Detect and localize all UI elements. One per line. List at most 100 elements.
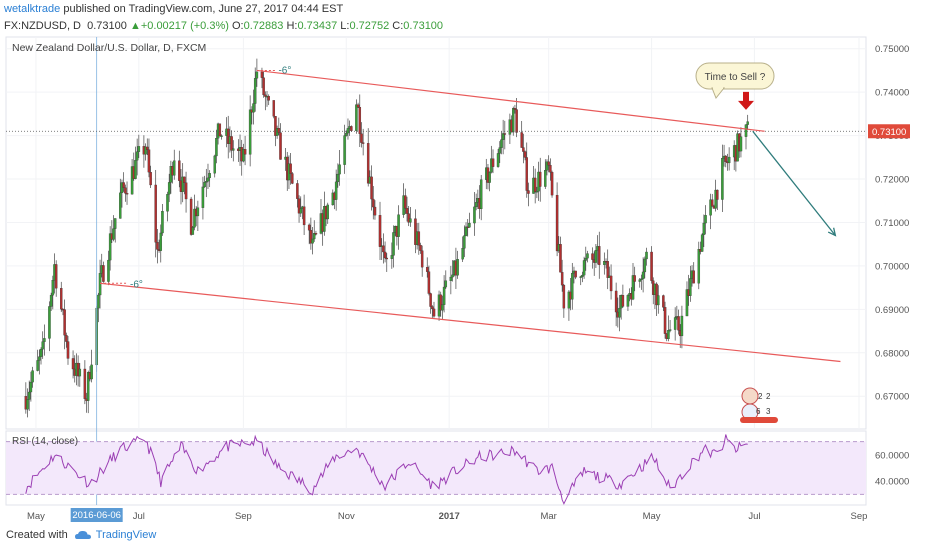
candle-body <box>326 204 329 220</box>
candle-body <box>49 294 53 307</box>
candle-body <box>584 257 588 261</box>
candle-body <box>614 290 618 313</box>
candle-body <box>360 133 363 143</box>
candle-body <box>491 158 495 167</box>
candle-body <box>181 176 184 192</box>
candle-body <box>274 116 277 136</box>
candle-body <box>299 208 302 214</box>
candle-body <box>252 103 255 113</box>
close-label: C: <box>392 20 404 32</box>
candle-body <box>307 224 311 231</box>
candle-body <box>372 198 375 208</box>
rsi-tick-label: 60.0000 <box>875 450 909 461</box>
candle-body <box>255 71 259 79</box>
candle-body <box>146 146 149 150</box>
high-label: H: <box>286 20 298 32</box>
candle-body <box>134 160 137 179</box>
candle-body <box>51 280 55 296</box>
candle-body <box>606 261 609 278</box>
forecast-arrowhead <box>827 227 837 237</box>
candle-body <box>113 218 117 229</box>
time-tick-label: Mar <box>540 511 556 522</box>
price-tick-label: 0.68000 <box>875 348 909 359</box>
candle-body <box>550 172 554 196</box>
candle-body <box>574 270 577 278</box>
candle-body <box>338 164 341 175</box>
candle-body <box>98 273 102 296</box>
candle-body <box>54 264 58 289</box>
candle-body <box>449 276 453 281</box>
candle-body <box>405 208 409 214</box>
candle-body <box>167 182 171 195</box>
candle-body <box>640 278 643 281</box>
candle-body <box>397 214 400 237</box>
candle-body <box>108 233 112 261</box>
angle-label: -6° <box>130 279 143 290</box>
candle-body <box>451 274 454 278</box>
author-link[interactable]: wetalktrade <box>4 3 61 15</box>
channel-lower-line <box>99 282 841 363</box>
candle-body <box>289 163 292 174</box>
candle-body <box>302 206 306 226</box>
candle-body <box>662 295 665 308</box>
candle-body <box>711 199 714 207</box>
candle-body <box>739 136 743 152</box>
candle-body <box>63 309 66 336</box>
candle-body <box>724 155 728 162</box>
candle-body <box>29 381 33 393</box>
candle-body <box>598 246 601 265</box>
footer: Created with TradingView <box>6 529 156 541</box>
candle-body <box>312 233 316 240</box>
sell-arrow-icon <box>738 91 754 110</box>
rsi-label: RSI (14, close) <box>12 436 78 447</box>
candle-body <box>309 230 313 244</box>
candle-body <box>373 206 377 216</box>
candle-body <box>230 136 233 151</box>
candle-body <box>677 316 680 331</box>
event-count: 6 <box>756 407 761 416</box>
main-pane[interactable] <box>5 36 867 430</box>
candle-body <box>692 270 695 284</box>
tradingview-brand[interactable]: TradingView <box>95 529 157 541</box>
candle-body <box>39 348 43 357</box>
time-tick-label: Sep <box>235 511 252 522</box>
candle-body <box>184 182 188 200</box>
callout-text: Time to Sell ? <box>705 72 766 83</box>
candle-body <box>409 218 412 223</box>
high-value: 0.73437 <box>297 20 338 32</box>
candle-body <box>700 234 704 252</box>
candle-body <box>441 304 444 311</box>
candle-body <box>579 276 582 278</box>
price-change: +0.00217 (+0.3%) <box>140 20 229 32</box>
event-flag-icon[interactable] <box>741 387 759 405</box>
candle-body <box>183 176 186 183</box>
candle-body <box>626 295 630 307</box>
candle-body <box>538 171 542 187</box>
candle-body <box>545 161 549 171</box>
price-tick-label: 0.71000 <box>875 218 909 229</box>
candle-body <box>668 329 672 331</box>
candle-body <box>260 71 264 78</box>
candle-body <box>419 244 422 251</box>
candle-body <box>520 132 523 148</box>
candle-body <box>704 215 707 224</box>
last-price: 0.73100 <box>87 20 127 32</box>
candle-body <box>102 265 105 282</box>
candle-body <box>218 123 222 137</box>
events-badge[interactable]: 2 2 6 3 <box>740 387 778 423</box>
candle-body <box>345 132 348 136</box>
event-count: 2 <box>766 392 771 401</box>
candle-body <box>122 182 125 188</box>
open-label: O: <box>231 20 244 32</box>
candle-body <box>361 142 365 144</box>
candle-body <box>66 341 70 359</box>
candle-body <box>355 104 358 131</box>
current-price-badge <box>868 124 910 139</box>
tradingview-cloud-icon <box>74 530 91 539</box>
candle-body <box>350 126 353 131</box>
candle-body <box>264 94 267 97</box>
candle-body <box>159 232 163 251</box>
candle-body <box>334 181 338 200</box>
candle-body <box>277 128 281 133</box>
